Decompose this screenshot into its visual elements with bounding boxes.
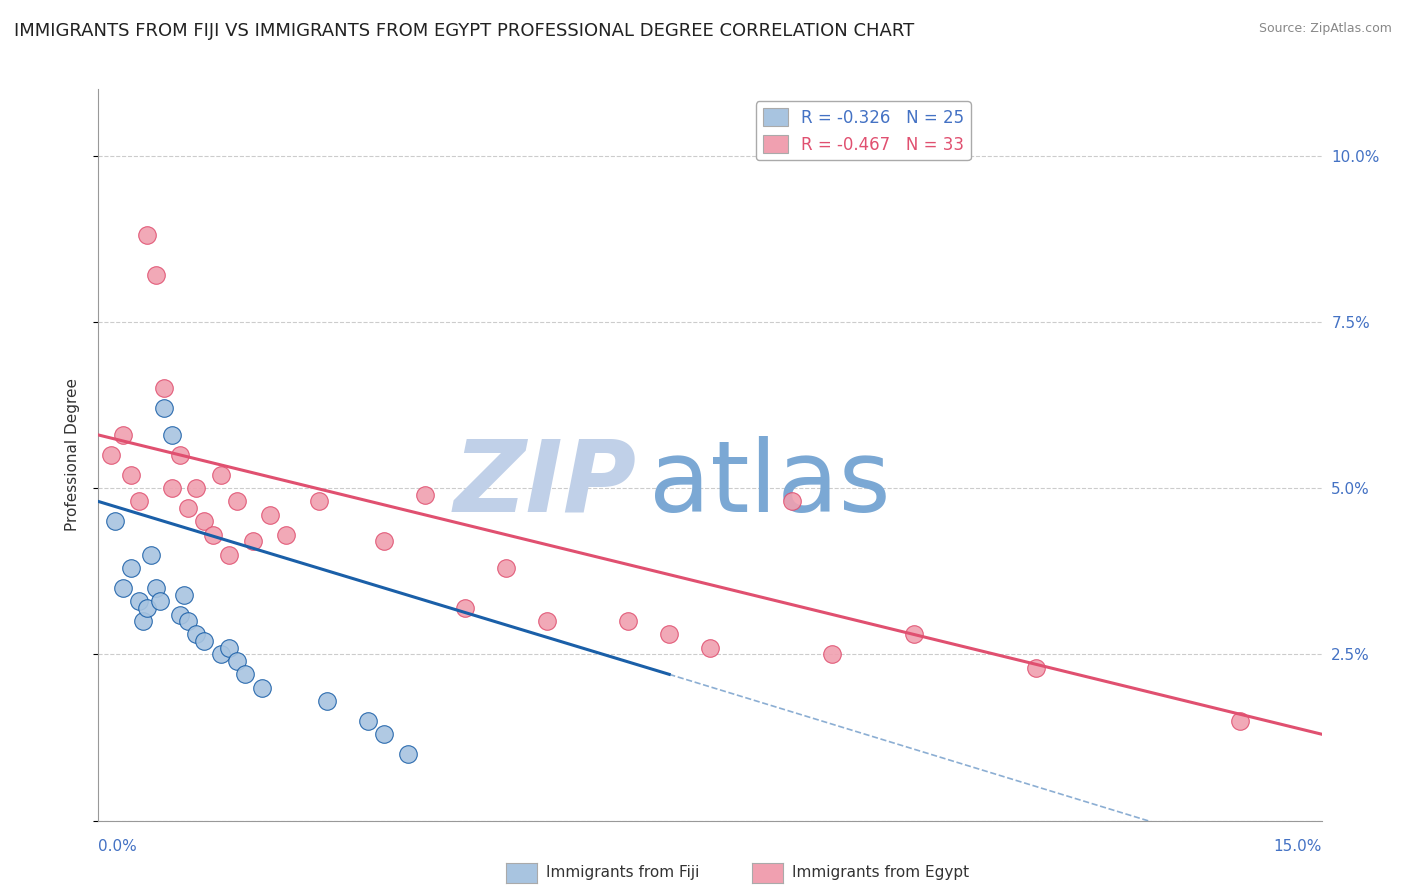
Point: [128, 494, 150, 508]
Point: [104, 515, 127, 529]
Point: [413, 488, 436, 502]
Point: [903, 627, 925, 641]
Point: [186, 481, 208, 495]
Point: [177, 614, 200, 628]
Point: [226, 494, 249, 508]
Legend: R = -0.326   N = 25, R = -0.467   N = 33: R = -0.326 N = 25, R = -0.467 N = 33: [756, 101, 970, 161]
Text: atlas: atlas: [650, 435, 890, 533]
Text: 0.0%: 0.0%: [98, 838, 138, 854]
Point: [128, 594, 150, 608]
Point: [145, 268, 167, 283]
Point: [218, 640, 240, 655]
Text: IMMIGRANTS FROM FIJI VS IMMIGRANTS FROM EGYPT PROFESSIONAL DEGREE CORRELATION CH: IMMIGRANTS FROM FIJI VS IMMIGRANTS FROM …: [14, 22, 914, 40]
Point: [100, 448, 122, 462]
Point: [315, 694, 337, 708]
Point: [1025, 661, 1047, 675]
Point: [201, 527, 224, 541]
Point: [259, 508, 281, 522]
Point: [111, 581, 134, 595]
Point: [209, 467, 232, 482]
Point: [356, 714, 378, 728]
Point: [177, 501, 200, 516]
Text: 15.0%: 15.0%: [1274, 838, 1322, 854]
Text: Source: ZipAtlas.com: Source: ZipAtlas.com: [1258, 22, 1392, 36]
Point: [274, 527, 297, 541]
Point: [132, 614, 155, 628]
Point: [250, 681, 273, 695]
Point: [145, 581, 167, 595]
Point: [173, 588, 195, 602]
Point: [152, 401, 174, 416]
Point: [218, 548, 240, 562]
Point: [617, 614, 640, 628]
Point: [454, 600, 477, 615]
Point: [780, 494, 803, 508]
Text: Immigrants from Fiji: Immigrants from Fiji: [546, 865, 699, 880]
Point: [373, 727, 395, 741]
Point: [209, 648, 232, 662]
Point: [169, 448, 191, 462]
Point: [233, 667, 256, 681]
Text: ZIP: ZIP: [454, 435, 637, 533]
Point: [396, 747, 419, 761]
Point: [821, 648, 844, 662]
Y-axis label: Professional Degree: Professional Degree: [65, 378, 80, 532]
Point: [120, 467, 142, 482]
Point: [699, 640, 721, 655]
Text: Immigrants from Egypt: Immigrants from Egypt: [792, 865, 969, 880]
Point: [120, 561, 142, 575]
Point: [152, 381, 174, 395]
Point: [495, 561, 517, 575]
Point: [136, 600, 159, 615]
Point: [193, 634, 215, 648]
Point: [373, 534, 395, 549]
Point: [111, 428, 134, 442]
Point: [160, 428, 183, 442]
Point: [1229, 714, 1251, 728]
Point: [658, 627, 681, 641]
Point: [536, 614, 558, 628]
Point: [136, 228, 159, 243]
Point: [186, 627, 208, 641]
Point: [242, 534, 264, 549]
Point: [308, 494, 330, 508]
Point: [193, 515, 215, 529]
Point: [169, 607, 191, 622]
Point: [160, 481, 183, 495]
Point: [141, 548, 163, 562]
Point: [149, 594, 172, 608]
Point: [226, 654, 249, 668]
